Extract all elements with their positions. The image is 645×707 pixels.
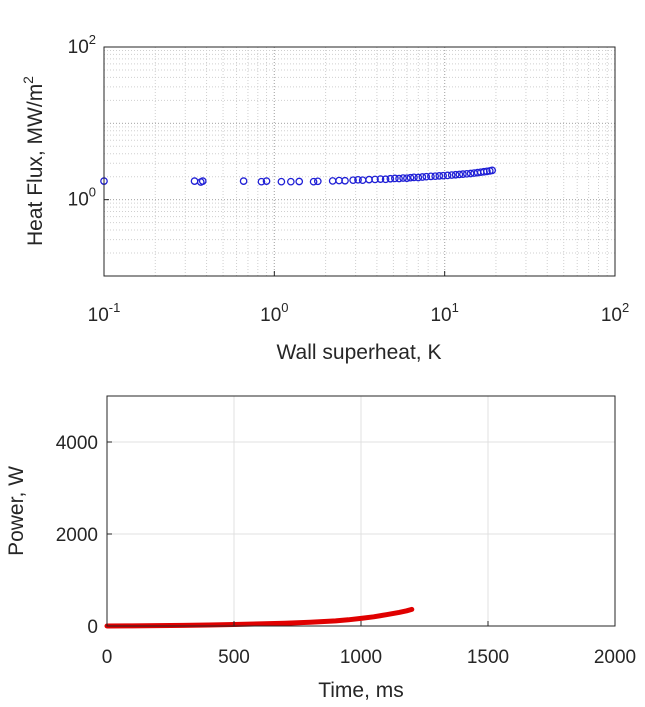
heat-flux-point bbox=[313, 177, 322, 186]
power-x-tick-label: 2000 bbox=[594, 647, 636, 668]
heat-flux-point bbox=[483, 167, 491, 176]
heat-flux-point bbox=[431, 172, 440, 181]
power-x-tick-label: 1000 bbox=[340, 647, 382, 668]
heat-flux-x-tick-label: 102 bbox=[601, 300, 629, 326]
heat-flux-point bbox=[341, 176, 349, 185]
heat-flux-point bbox=[371, 175, 379, 184]
heat-flux-point bbox=[447, 171, 456, 179]
heat-flux-point bbox=[403, 174, 411, 183]
heat-flux-y-tick-label: 100 bbox=[68, 185, 96, 211]
heat-flux-point bbox=[309, 177, 318, 186]
heat-flux-series bbox=[100, 166, 496, 186]
heat-flux-point bbox=[435, 172, 444, 180]
heat-flux-point bbox=[439, 171, 448, 180]
heat-flux-point bbox=[455, 170, 464, 179]
heat-flux-point bbox=[466, 169, 475, 178]
heat-flux-point bbox=[427, 172, 435, 181]
heat-flux-point bbox=[262, 177, 271, 185]
heat-flux-axes-box bbox=[103, 46, 616, 277]
heat-flux-point bbox=[257, 177, 266, 186]
heat-flux-x-tick-label: 100 bbox=[260, 300, 288, 326]
power-y-tick-label: 0 bbox=[87, 617, 98, 638]
heat-flux-point bbox=[277, 177, 286, 186]
heat-flux-point bbox=[391, 174, 399, 183]
heat-flux-point bbox=[386, 174, 395, 183]
heat-flux-plot-area bbox=[104, 47, 615, 276]
heat-flux-y-ticks: 100 102 bbox=[68, 32, 109, 211]
power-series-line bbox=[104, 606, 415, 629]
heat-flux-point bbox=[459, 170, 467, 178]
heat-flux-point bbox=[286, 177, 295, 186]
heat-flux-y-axis-label: Heat Flux, MW/m2 bbox=[20, 76, 47, 246]
heat-flux-point bbox=[239, 177, 248, 185]
heat-flux-point bbox=[488, 166, 496, 175]
heat-flux-x-axis-label: Wall superheat, K bbox=[277, 341, 442, 364]
power-y-tick-label: 2000 bbox=[56, 525, 98, 546]
heat-flux-point bbox=[406, 173, 415, 182]
heat-flux-point bbox=[395, 174, 403, 183]
heat-flux-point bbox=[354, 175, 362, 184]
heat-flux-point bbox=[451, 170, 460, 179]
power-y-ticks: 0 2000 4000 bbox=[56, 433, 112, 638]
power-chart: 0 500 1000 1500 2000 0 2000 4000 Time, ms Powe… bbox=[5, 395, 636, 702]
power-x-ticks: 0 500 1000 1500 2000 bbox=[102, 621, 636, 668]
power-y-tick-label: 4000 bbox=[56, 433, 98, 454]
heat-flux-point bbox=[376, 175, 385, 183]
heat-flux-point bbox=[410, 173, 418, 182]
power-y-axis-label: Power, W bbox=[5, 466, 28, 556]
heat-flux-point bbox=[399, 174, 407, 182]
heat-flux-y-axis-label-exponent: 2 bbox=[20, 76, 36, 84]
heat-flux-point bbox=[422, 172, 431, 181]
heat-flux-point bbox=[414, 173, 423, 182]
heat-flux-point bbox=[295, 177, 304, 186]
heat-flux-x-ticks: 10-1 100 101 102 bbox=[88, 271, 629, 326]
power-x-axis-label: Time, ms bbox=[318, 679, 404, 702]
heat-flux-point bbox=[443, 171, 452, 180]
heat-flux-chart: 10-1 100 101 102 100 102 Wall superheat, K H… bbox=[20, 32, 629, 364]
heat-flux-point bbox=[418, 173, 427, 181]
heat-flux-point bbox=[349, 176, 357, 185]
heat-flux-point bbox=[198, 177, 207, 185]
heat-flux-y-tick-label: 102 bbox=[68, 32, 96, 58]
heat-flux-point bbox=[463, 169, 471, 178]
heat-flux-point bbox=[381, 175, 390, 184]
power-x-tick-label: 0 bbox=[102, 647, 113, 668]
heat-flux-x-tick-label: 10-1 bbox=[88, 300, 121, 326]
power-x-tick-label: 500 bbox=[218, 647, 250, 668]
heat-flux-x-tick-label: 101 bbox=[430, 300, 458, 326]
power-x-tick-label: 1500 bbox=[467, 647, 509, 668]
